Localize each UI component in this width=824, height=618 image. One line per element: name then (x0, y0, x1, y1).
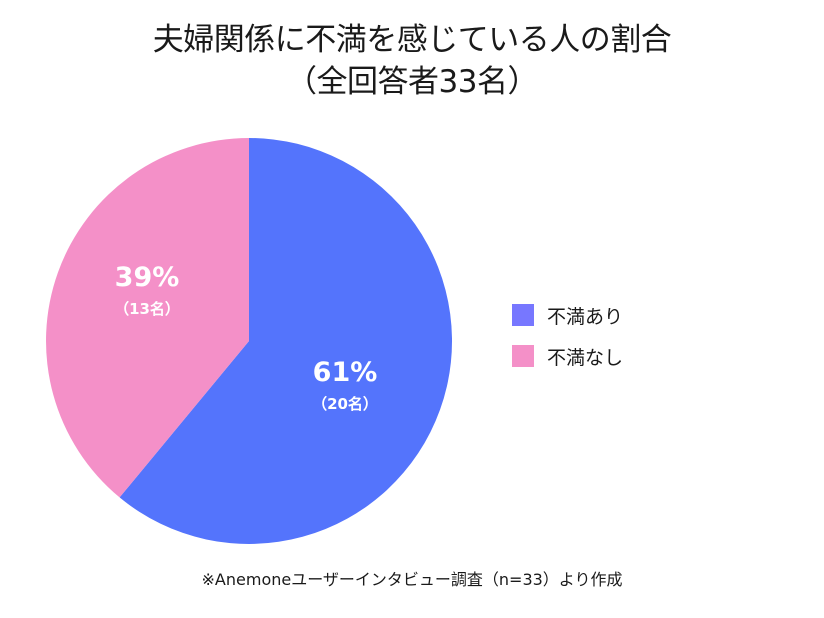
slice-count: （20名） (312, 395, 378, 413)
pie-slice-satisfied (46, 138, 249, 498)
legend-swatch-blue (512, 304, 534, 326)
slice-label-satisfied: 39% （13名） (92, 262, 202, 320)
legend-swatch-pink (512, 345, 534, 367)
chart-subtitle: （全回答者33名） (286, 64, 538, 100)
pie-slice-dissatisfied (119, 138, 453, 544)
slice-count: （13名） (114, 300, 180, 318)
slice-percent: 61% (312, 357, 378, 388)
chart-title: 夫婦関係に不満を感じている人の割合 (152, 22, 672, 58)
slice-percent: 39% (114, 262, 180, 293)
legend-label: 不満あり (547, 305, 624, 328)
slice-label-dissatisfied: 61% （20名） (285, 357, 405, 415)
legend-item-dissatisfied: 不満あり (512, 304, 624, 328)
chart-legend: 不満あり 不満なし (512, 304, 623, 386)
source-footnote: ※Anemoneユーザーインタビュー調査（n=33）より作成 (201, 570, 623, 589)
legend-label: 不満なし (547, 346, 624, 369)
legend-item-satisfied: 不満なし (512, 345, 624, 369)
